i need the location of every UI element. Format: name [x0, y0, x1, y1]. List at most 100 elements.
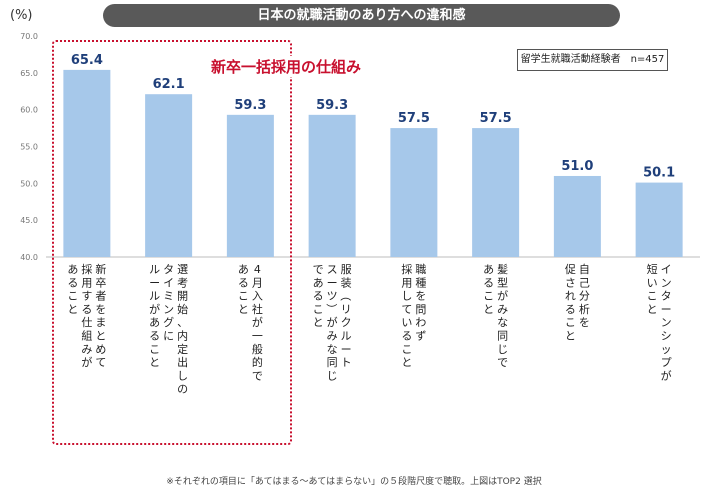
category-label-char: で — [252, 369, 263, 382]
category-label-char: と — [313, 316, 324, 329]
category-label-char: 一 — [252, 330, 263, 343]
chart-title: 日本の就職活動のあり方への違和感 — [103, 4, 620, 27]
category-label-char: と — [401, 356, 412, 369]
data-label: 59.3 — [234, 98, 266, 113]
category-label-char: 採 — [81, 262, 92, 276]
category-label-char: 考 — [177, 276, 188, 289]
category-label-char: 社 — [252, 302, 263, 316]
category-label-char: 用 — [81, 276, 92, 289]
bar — [145, 94, 193, 258]
category-label-char: と — [95, 330, 106, 343]
category-label-char: め — [95, 343, 106, 356]
category-label-char: 出 — [177, 355, 188, 369]
category-label-char: ま — [95, 316, 106, 329]
category-label-char: 、 — [177, 316, 188, 329]
category-label-char: グ — [163, 315, 174, 329]
category-label-char: と — [647, 303, 658, 316]
category-label-char: る — [565, 303, 576, 316]
category-label-char: る — [149, 330, 160, 343]
category-label-char: ッ — [661, 343, 672, 356]
category-label-char: 始 — [177, 302, 188, 316]
category-label-char: る — [238, 276, 249, 289]
y-axis-unit-label: (%) — [10, 8, 33, 23]
category-label-char: 装 — [341, 276, 352, 289]
category-label-char: ス — [327, 263, 338, 276]
category-label-char: が — [497, 289, 508, 303]
data-label: 62.1 — [153, 77, 185, 92]
category-label-char: 職 — [415, 263, 426, 276]
category-label-char: ク — [341, 316, 352, 329]
category-label-char: 促 — [565, 262, 576, 276]
category-label-char: タ — [163, 263, 174, 276]
category-label-char: が — [252, 315, 263, 329]
y-tick-label: 45.0 — [20, 216, 38, 225]
category-label-char: を — [579, 316, 590, 329]
highlight-label: 新卒一括採用の仕組み — [209, 56, 364, 77]
category-label-char: 般 — [252, 343, 263, 356]
category-label-char: 己 — [579, 276, 590, 289]
category-label-char: あ — [149, 316, 160, 329]
category-label-char: リ — [341, 303, 352, 316]
category-label-char: 分 — [579, 290, 590, 303]
category-label-char: 型 — [497, 275, 508, 289]
data-label: 57.5 — [480, 111, 512, 126]
category-label-char: る — [313, 290, 324, 303]
bar — [472, 128, 520, 257]
category-label-char: が — [661, 368, 672, 382]
y-tick-label: 55.0 — [20, 143, 38, 152]
category-label-char: ル — [149, 263, 160, 276]
bar — [226, 114, 274, 257]
category-label-char: な — [327, 343, 338, 356]
category-label-char: イ — [163, 276, 174, 289]
category-label-char: 組 — [81, 330, 92, 343]
category-label-char: 髪 — [497, 262, 508, 276]
category-label-char: 同 — [497, 330, 508, 343]
category-label-char: ン — [661, 316, 672, 329]
category-label-char: あ — [313, 276, 324, 289]
y-tick-label: 50.0 — [20, 179, 38, 188]
y-tick-label: 65.0 — [20, 69, 38, 78]
y-tick-label: 70.0 — [20, 32, 38, 41]
category-label-char: が — [81, 355, 92, 369]
data-label: 57.5 — [398, 111, 430, 126]
category-label-char: シ — [661, 330, 672, 343]
category-label-char: じ — [327, 369, 338, 382]
category-label-char: こ — [238, 290, 249, 303]
category-label-char: る — [81, 303, 92, 316]
category-label-char: 種 — [415, 275, 426, 289]
category-label-char: い — [401, 316, 412, 329]
category-label-char: と — [67, 303, 78, 316]
category-label-char: の — [177, 383, 188, 396]
data-label: 50.1 — [643, 166, 675, 181]
category-label-char: 採 — [401, 262, 412, 276]
category-label-char: こ — [565, 316, 576, 329]
category-label-char: 的 — [252, 355, 263, 369]
category-label-char: あ — [67, 263, 78, 276]
category-label-char: タ — [661, 290, 672, 303]
category-label-char: で — [497, 356, 508, 369]
footnote: ※それぞれの項目に「あてはまる～あてはまらない」の５段階尺度で聴取。上図はTOP… — [166, 477, 542, 487]
category-label-char: 自 — [579, 263, 590, 276]
category-label-char: 入 — [252, 290, 263, 303]
category-label-char: こ — [483, 290, 494, 303]
category-label-char: と — [238, 303, 249, 316]
y-tick-label: 40.0 — [20, 253, 38, 262]
category-label-char: な — [497, 316, 508, 329]
category-label-char: 析 — [579, 302, 590, 316]
category-label-char: ） — [325, 303, 338, 314]
category-label-char: ン — [661, 276, 672, 289]
category-label-char: ツ — [327, 290, 338, 303]
category-label-char: （ — [339, 290, 352, 301]
category-label-char: と — [483, 303, 494, 316]
category-label-char: み — [497, 303, 508, 316]
category-label-char: ー — [661, 303, 672, 316]
category-label-char: 開 — [177, 290, 188, 303]
category-label-char: で — [313, 263, 324, 276]
category-label-char: 4 — [254, 263, 261, 276]
category-label-char: 内 — [177, 329, 188, 343]
category-label-char: が — [149, 302, 160, 316]
category-label-char: て — [95, 356, 106, 369]
category-label-char: あ — [238, 263, 249, 276]
category-label-char: 短 — [647, 262, 658, 276]
category-label-char: み — [81, 343, 92, 356]
